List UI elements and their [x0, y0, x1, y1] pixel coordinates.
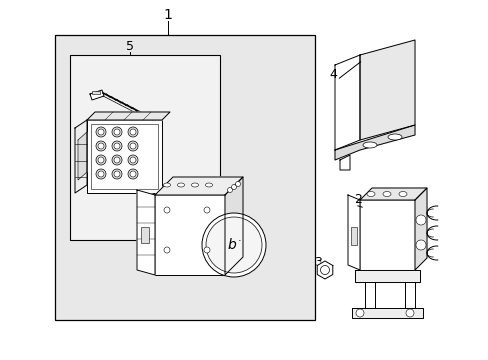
- Polygon shape: [364, 282, 374, 308]
- Bar: [91, 124, 158, 189]
- Circle shape: [128, 155, 138, 165]
- Circle shape: [96, 169, 106, 179]
- Circle shape: [203, 247, 209, 253]
- Circle shape: [203, 207, 209, 213]
- Circle shape: [231, 184, 236, 189]
- Circle shape: [320, 265, 329, 274]
- Text: 3: 3: [313, 256, 321, 270]
- Polygon shape: [414, 188, 426, 270]
- Circle shape: [114, 143, 120, 149]
- Bar: [350, 227, 356, 245]
- Bar: [141, 227, 149, 243]
- Ellipse shape: [177, 183, 184, 187]
- Ellipse shape: [362, 142, 376, 148]
- Ellipse shape: [191, 183, 198, 187]
- Circle shape: [112, 155, 122, 165]
- Circle shape: [205, 217, 262, 273]
- Polygon shape: [334, 125, 414, 160]
- Circle shape: [163, 207, 170, 213]
- Circle shape: [128, 169, 138, 179]
- Circle shape: [128, 127, 138, 137]
- Polygon shape: [137, 190, 155, 275]
- Circle shape: [112, 169, 122, 179]
- Circle shape: [114, 171, 120, 177]
- Polygon shape: [351, 308, 422, 318]
- Circle shape: [415, 240, 425, 250]
- Circle shape: [98, 143, 104, 149]
- Polygon shape: [224, 177, 243, 275]
- Polygon shape: [359, 188, 426, 200]
- Circle shape: [415, 215, 425, 225]
- Polygon shape: [347, 195, 359, 270]
- Bar: [87, 120, 162, 193]
- Circle shape: [128, 141, 138, 151]
- Polygon shape: [354, 270, 419, 282]
- Circle shape: [112, 127, 122, 137]
- Circle shape: [98, 171, 104, 177]
- Circle shape: [96, 127, 106, 137]
- Circle shape: [130, 129, 136, 135]
- Polygon shape: [78, 132, 87, 180]
- Circle shape: [98, 157, 104, 163]
- Ellipse shape: [205, 183, 212, 187]
- Circle shape: [227, 188, 232, 193]
- Circle shape: [235, 181, 240, 186]
- Bar: [70, 55, 220, 240]
- Polygon shape: [90, 90, 104, 100]
- Circle shape: [130, 171, 136, 177]
- Circle shape: [202, 213, 265, 277]
- Ellipse shape: [366, 192, 374, 197]
- Circle shape: [114, 157, 120, 163]
- Polygon shape: [155, 177, 243, 195]
- Ellipse shape: [387, 134, 401, 140]
- Circle shape: [163, 247, 170, 253]
- Bar: [359, 200, 414, 270]
- Polygon shape: [404, 282, 414, 308]
- Bar: [92, 91, 100, 94]
- Ellipse shape: [163, 183, 170, 187]
- Circle shape: [96, 155, 106, 165]
- Text: 2: 2: [353, 193, 361, 207]
- Polygon shape: [359, 40, 414, 140]
- Bar: [55, 35, 314, 320]
- Polygon shape: [87, 112, 170, 120]
- Circle shape: [405, 309, 413, 317]
- Ellipse shape: [382, 192, 390, 197]
- Polygon shape: [75, 120, 87, 193]
- Text: 4: 4: [328, 68, 336, 81]
- Circle shape: [96, 141, 106, 151]
- Text: 5: 5: [126, 40, 134, 54]
- Text: ·: ·: [238, 236, 242, 246]
- Polygon shape: [317, 261, 332, 279]
- Text: b: b: [227, 238, 236, 252]
- Circle shape: [130, 157, 136, 163]
- Circle shape: [114, 129, 120, 135]
- Polygon shape: [339, 155, 349, 170]
- Circle shape: [130, 143, 136, 149]
- Circle shape: [112, 141, 122, 151]
- Text: 1: 1: [163, 8, 172, 22]
- Polygon shape: [334, 55, 359, 150]
- Bar: [155, 195, 224, 275]
- Circle shape: [98, 129, 104, 135]
- Circle shape: [355, 309, 363, 317]
- Ellipse shape: [398, 192, 406, 197]
